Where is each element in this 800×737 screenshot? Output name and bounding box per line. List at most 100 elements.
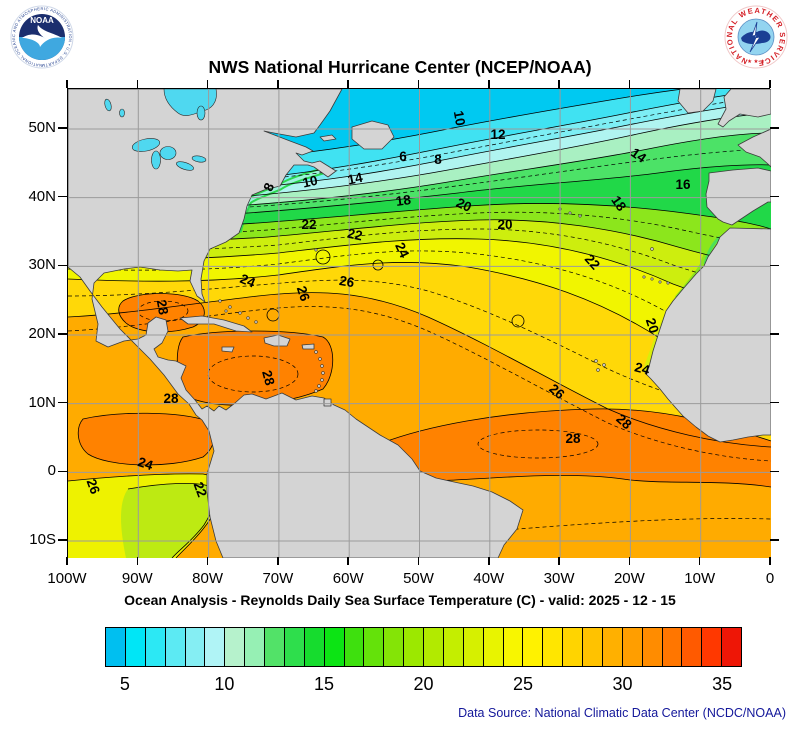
nws-lightning-icon bbox=[749, 21, 761, 53]
contour-label: 22 bbox=[301, 217, 316, 232]
colorbar-segment bbox=[682, 628, 703, 666]
colorbar-segment bbox=[543, 628, 564, 666]
colorbar-segment bbox=[483, 628, 504, 666]
sst-map-panel: 6 8 8 10 10 12 14 14 16 18 18 20 20 20 22 22 22 24 24 24 24 2… bbox=[67, 88, 771, 558]
land-newfoundland bbox=[351, 120, 395, 150]
lat-label: 50N bbox=[28, 119, 56, 136]
lon-tick-bottom bbox=[628, 557, 631, 565]
lake-michigan bbox=[151, 150, 161, 170]
contour-label: 24 bbox=[392, 240, 412, 260]
land-iberia bbox=[705, 167, 771, 226]
colorbar-segment bbox=[125, 628, 146, 666]
lon-tick-top bbox=[628, 80, 631, 88]
lon-label: 30W bbox=[543, 570, 575, 587]
lat-label: 40N bbox=[28, 187, 56, 205]
map-subtitle: Ocean Analysis - Reynolds Daily Sea Surf… bbox=[124, 592, 676, 608]
lat-tick-right bbox=[770, 539, 779, 541]
colorbar-segment bbox=[523, 628, 544, 666]
lat-tick-left bbox=[58, 127, 67, 129]
contour-label: 18 bbox=[395, 192, 412, 209]
colorbar-tick-label: 35 bbox=[712, 674, 733, 694]
contour-label: 22 bbox=[191, 480, 210, 499]
land-france bbox=[737, 128, 771, 168]
colorbar-segment bbox=[463, 628, 484, 666]
contour-label: 14 bbox=[346, 170, 364, 188]
lat-tick-left bbox=[58, 470, 67, 473]
colorbar-segment bbox=[324, 628, 345, 666]
lake-huron bbox=[159, 146, 177, 160]
contour-label: 28 bbox=[163, 391, 179, 406]
lon-tick-top bbox=[488, 80, 490, 88]
colorbar-segment bbox=[225, 628, 246, 666]
nws-logo-icon: NATIONAL WEATHER SERVICE ★ ★ ★ bbox=[724, 5, 788, 69]
lon-tick-bottom bbox=[769, 557, 771, 565]
colorbar-segment bbox=[344, 628, 365, 666]
colorbar-segment bbox=[404, 628, 424, 666]
lon-label: 20W bbox=[613, 570, 645, 587]
colorbar-segment bbox=[622, 628, 643, 666]
colorbar-tick-label: 5 bbox=[119, 674, 130, 694]
james-bay bbox=[196, 105, 206, 121]
colorbar-tick-label: 10 bbox=[214, 674, 235, 694]
nws-logo: NATIONAL WEATHER SERVICE ★ ★ ★ bbox=[724, 5, 788, 69]
contour-label: 20 bbox=[454, 195, 474, 215]
land-puerto-rico bbox=[301, 343, 315, 350]
colorbar-segment bbox=[106, 628, 126, 666]
lon-tick-top bbox=[66, 80, 68, 88]
colorbar-tick-label: 20 bbox=[413, 674, 434, 694]
contour-label: 24 bbox=[633, 359, 652, 378]
land-britain bbox=[717, 89, 771, 128]
land-cuba bbox=[179, 315, 253, 333]
nws-stars: ★ ★ ★ bbox=[747, 58, 765, 65]
colorbar-tick-label: 15 bbox=[313, 674, 334, 694]
lon-tick-bottom bbox=[277, 557, 279, 565]
lake-superior bbox=[131, 138, 161, 152]
contour-label: 26 bbox=[294, 284, 313, 303]
lon-label: 40W bbox=[473, 570, 505, 587]
contour-label: 24 bbox=[238, 271, 258, 291]
lon-tick-bottom bbox=[698, 557, 701, 565]
contour-label: 22 bbox=[346, 226, 364, 244]
contour-label: 26 bbox=[84, 477, 103, 497]
lon-tick-bottom bbox=[66, 557, 68, 565]
lon-label: 80W bbox=[192, 570, 224, 587]
colorbar-tick-label: 30 bbox=[612, 674, 633, 694]
contour-label: 12 bbox=[490, 127, 505, 142]
lat-tick-right bbox=[770, 195, 779, 198]
contour-label: 28 bbox=[565, 431, 581, 446]
colorbar-segment bbox=[185, 628, 206, 666]
lon-label: 70W bbox=[262, 570, 294, 587]
contour-label: 28 bbox=[154, 299, 171, 317]
lat-tick-right bbox=[770, 401, 779, 404]
colorbar-segment bbox=[642, 628, 663, 666]
colorbar-segment bbox=[284, 628, 305, 666]
lon-tick-top bbox=[558, 80, 560, 88]
colorbar-segment bbox=[165, 628, 186, 666]
lon-tick-bottom bbox=[206, 557, 209, 565]
lake-winnipeg bbox=[104, 98, 112, 112]
colorbar-segment bbox=[245, 628, 265, 666]
lat-label: 10N bbox=[28, 393, 56, 411]
lat-label: 20N bbox=[28, 325, 56, 342]
lon-tick-top bbox=[698, 80, 701, 88]
colorbar-segment bbox=[424, 628, 444, 666]
lon-tick-top bbox=[277, 80, 279, 88]
colorbar-segment bbox=[503, 628, 524, 666]
lat-label: 30N bbox=[28, 256, 56, 274]
lon-label: 90W bbox=[121, 570, 153, 587]
contour-label: 10 bbox=[301, 173, 319, 191]
colorbar-segment bbox=[265, 628, 285, 666]
lon-tick-top bbox=[206, 80, 209, 88]
lon-tick-top bbox=[769, 80, 771, 88]
lon-label: 60W bbox=[332, 570, 364, 587]
colorbar-segment bbox=[563, 628, 583, 666]
inland-water bbox=[104, 89, 217, 171]
colorbar-segment bbox=[384, 628, 405, 666]
contour-label: 26 bbox=[338, 273, 356, 290]
noaa-logo-text: NOAA bbox=[30, 16, 54, 25]
lon-tick-bottom bbox=[558, 557, 560, 565]
lon-label: 100W bbox=[47, 570, 87, 587]
temperature-colorbar bbox=[105, 627, 742, 667]
